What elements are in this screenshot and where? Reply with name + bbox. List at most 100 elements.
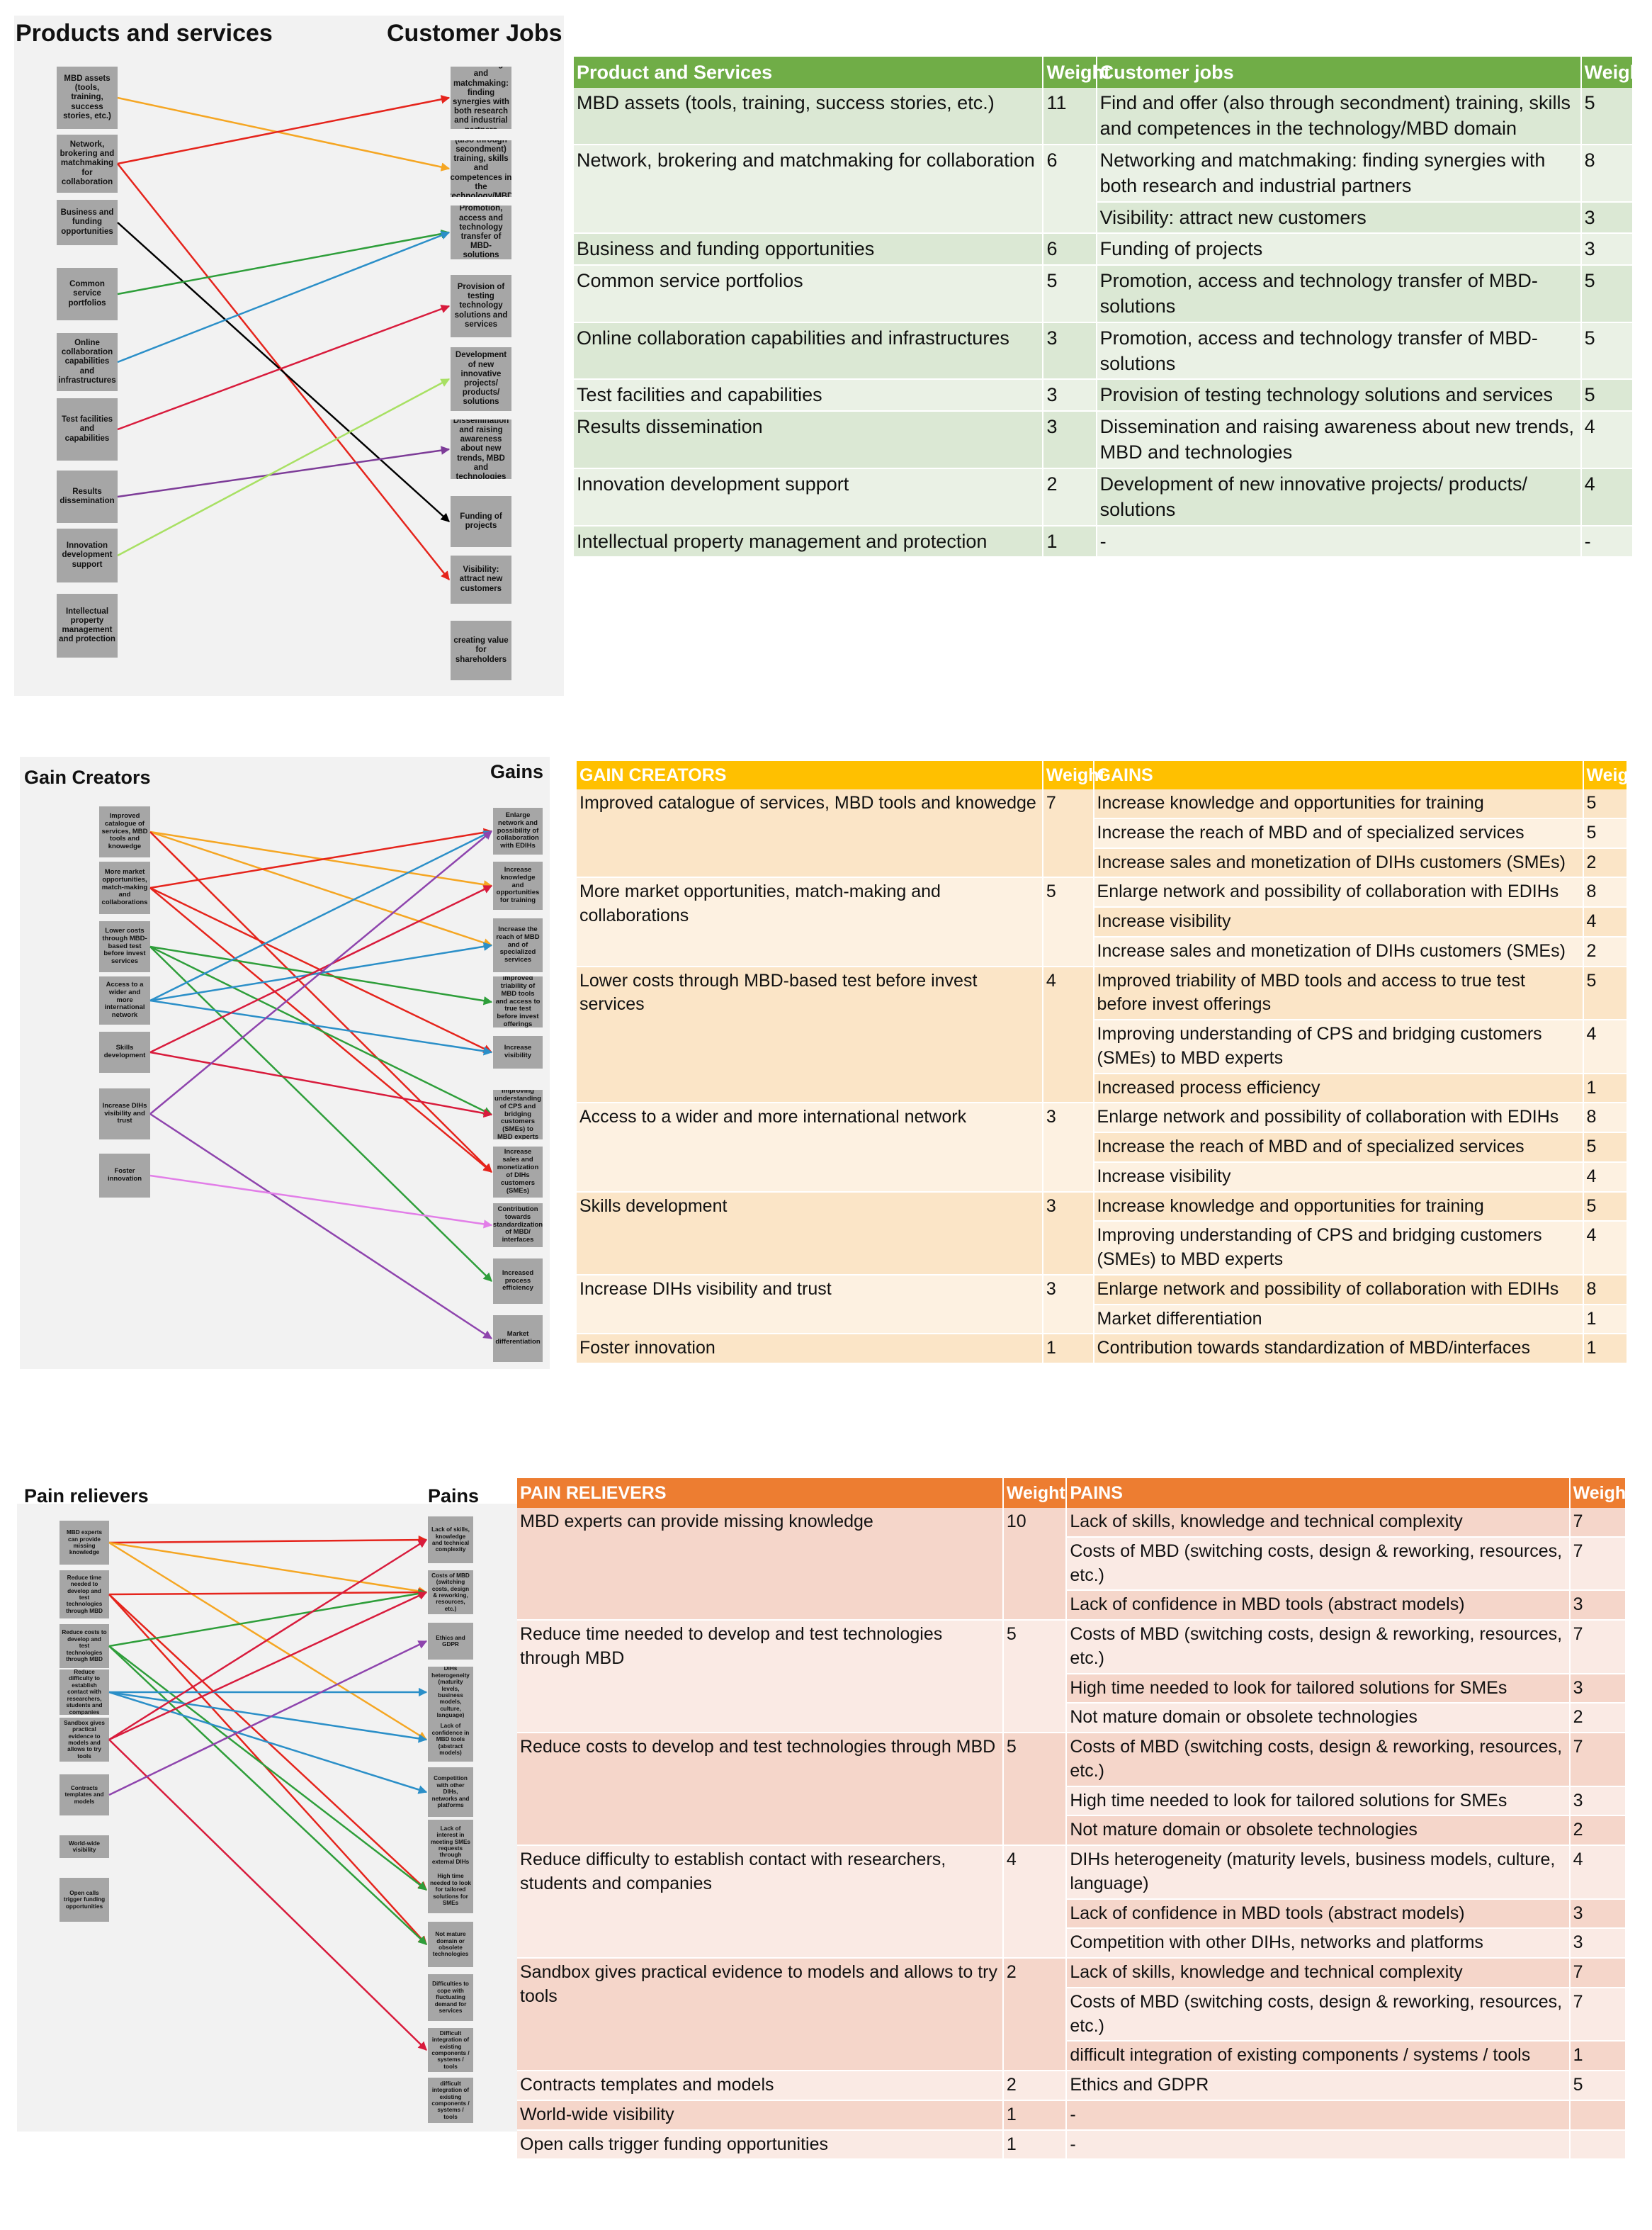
right-cell: Increase sales and monetization of DIHs … <box>1093 847 1584 879</box>
right-cell: High time needed to look for tailored so… <box>1066 1786 1571 1817</box>
right-cell: Lack of confidence in MBD tools (abstrac… <box>1066 1898 1571 1930</box>
left-node: Business and funding opportunities <box>57 200 118 245</box>
right-cell: Increase visibility <box>1093 907 1584 937</box>
right-node: difficult integration of existing compon… <box>428 2078 473 2123</box>
right-weight-cell: 5 <box>1580 322 1634 381</box>
left-weight-cell: 3 <box>1042 1274 1094 1335</box>
connector-line <box>149 828 493 889</box>
connector-line <box>117 95 451 165</box>
right-cell: Costs of MBD (switching costs, design & … <box>1066 1536 1571 1592</box>
table-row: Improving understanding of CPS and bridg… <box>577 1020 1628 1074</box>
right-node: Lack of interest in meeting SMEs request… <box>428 1820 473 1871</box>
connector-line <box>108 1691 428 1794</box>
right-weight-cell: 4 <box>1569 1845 1627 1900</box>
left-weight-cell: 10 <box>1002 1508 1068 1621</box>
left-cell: Common service portfolios <box>574 264 1044 323</box>
right-cell: Not mature domain or obsolete technologi… <box>1066 1815 1571 1846</box>
left-node: Results dissemination <box>57 471 118 523</box>
right-weight-cell: 3 <box>1569 1590 1627 1621</box>
right-weight-cell: 3 <box>1580 233 1634 266</box>
left-cell: Reduce time needed to develop and test t… <box>517 1620 1004 1733</box>
left-weight-cell: 3 <box>1043 410 1097 469</box>
connector-line <box>149 945 493 1116</box>
right-cell: Increase knowledge and opportunities for… <box>1093 1191 1584 1222</box>
connector-line <box>117 96 451 171</box>
left-node: Improved catalogue of services, MBD tool… <box>99 806 150 857</box>
table-row: Market differentiation 1 <box>577 1304 1628 1335</box>
column-header: Customer jobs <box>1096 57 1582 88</box>
right-weight-cell: 5 <box>1583 1191 1628 1222</box>
table-row: Lower costs through MBD-based test befor… <box>577 966 1628 1104</box>
connector-line <box>108 1541 428 1741</box>
right-node: Promotion, access and technology transfe… <box>451 205 511 259</box>
right-weight-cell: 5 <box>1580 88 1634 145</box>
right-cell: Enlarge network and possibility of colla… <box>1093 1274 1584 1305</box>
table-row: Online collaboration capabilities and in… <box>574 322 1634 381</box>
table-row: Visibility: attract new customers 3 <box>574 201 1634 235</box>
left-node: Sandbox gives practical evidence to mode… <box>60 1718 109 1762</box>
table-row: Reduce time needed to develop and test t… <box>517 1620 1627 1733</box>
left-node: Reduce difficulty to establish contact w… <box>60 1669 109 1715</box>
table-header-row: GAIN CREATORS Weight GAINS Weight <box>577 761 1645 789</box>
right-weight-cell: 4 <box>1580 410 1634 469</box>
table-row: Not mature domain or obsolete technologi… <box>517 1703 1627 1733</box>
connector-line <box>117 305 451 431</box>
table-row: Increase sales and monetization of DIHs … <box>577 936 1628 967</box>
right-node: Lack of confidence in MBD tools (abstrac… <box>428 1718 473 1762</box>
table-row: Business and funding opportunities 6 Fundi… <box>574 233 1634 266</box>
right-node: Enlarge network and possibility of colla… <box>493 808 543 855</box>
left-weight-cell: 2 <box>1002 1958 1068 2071</box>
left-node: World-wide visibility <box>60 1835 109 1858</box>
right-weight-cell: 8 <box>1583 1103 1628 1133</box>
right-weight-cell: 7 <box>1569 1536 1627 1592</box>
right-node: Ethics and GDPR <box>428 1623 473 1660</box>
right-weight-cell: 2 <box>1583 847 1628 879</box>
left-cell: Improved catalogue of services, MBD tool… <box>577 789 1043 879</box>
connector-line <box>149 1174 493 1229</box>
connector-line <box>149 945 493 1006</box>
left-node: Innovation development support <box>57 529 118 582</box>
left-weight-cell: 2 <box>1002 2071 1068 2101</box>
table-row: Costs of MBD (switching costs, design & … <box>517 1536 1627 1592</box>
connector-line <box>149 831 492 1173</box>
table-row: Test facilities and capabilities 3 Provisi… <box>574 379 1634 412</box>
left-weight-cell: 3 <box>1043 379 1097 412</box>
table-row: Costs of MBD (switching costs, design & … <box>517 1987 1627 2042</box>
left-cell: Innovation development support <box>574 468 1044 526</box>
table-row: Lack of confidence in MBD tools (abstrac… <box>517 1590 1627 1621</box>
left-node: Foster innovation <box>99 1154 150 1198</box>
right-weight-cell: 7 <box>1569 1733 1627 1787</box>
left-weight-cell: 3 <box>1042 1191 1094 1276</box>
left-cell: Open calls trigger funding opportunities <box>517 2129 1004 2161</box>
column-header: Weight <box>1569 1478 1631 1508</box>
table-row: Improved catalogue of services, MBD tool… <box>577 789 1628 879</box>
right-cell: Costs of MBD (switching costs, design & … <box>1066 1987 1571 2042</box>
left-weight-cell: 3 <box>1042 1103 1094 1193</box>
right-node: Development of new innovative projects/ … <box>451 347 511 411</box>
right-node: Dissemination and raising awareness abou… <box>451 419 511 479</box>
right-node: Difficulties to cope with fluctuating de… <box>428 1974 473 2021</box>
left-node: Test facilities and capabilities <box>57 398 118 461</box>
left-cell: More market opportunities, match-making … <box>577 877 1043 967</box>
table-row: World-wide visibility 1- <box>517 2100 1627 2131</box>
left-cell: MBD assets (tools, training, success sto… <box>574 88 1044 145</box>
table-row: Competition with other DIHs, networks an… <box>517 1928 1627 1959</box>
right-weight-cell: 5 <box>1569 2071 1627 2101</box>
right-weight-cell: 5 <box>1580 264 1634 323</box>
right-node: Funding of projects <box>451 496 511 547</box>
table-row: Increase the reach of MBD and of special… <box>577 818 1628 849</box>
right-cell: Promotion, access and technology transfe… <box>1096 322 1582 381</box>
left-weight-cell: 1 <box>1002 2100 1068 2131</box>
right-weight-cell: 3 <box>1569 1786 1627 1817</box>
right-weight-cell: 4 <box>1583 1221 1628 1276</box>
right-node: Difficult integration of existing compon… <box>428 2028 473 2072</box>
left-weight-cell: 7 <box>1042 789 1094 879</box>
left-weight-cell: 11 <box>1043 88 1097 145</box>
left-cell: MBD experts can provide missing knowledg… <box>517 1508 1004 1621</box>
right-weight-cell: 2 <box>1569 1815 1627 1846</box>
table-row: Access to a wider and more international… <box>577 1103 1628 1193</box>
right-weight-cell: 1 <box>1583 1334 1628 1364</box>
connector-line <box>108 1591 428 1741</box>
left-node: Lower costs through MBD-based test befor… <box>99 921 150 972</box>
left-node: More market opportunities, match-making … <box>99 862 150 914</box>
